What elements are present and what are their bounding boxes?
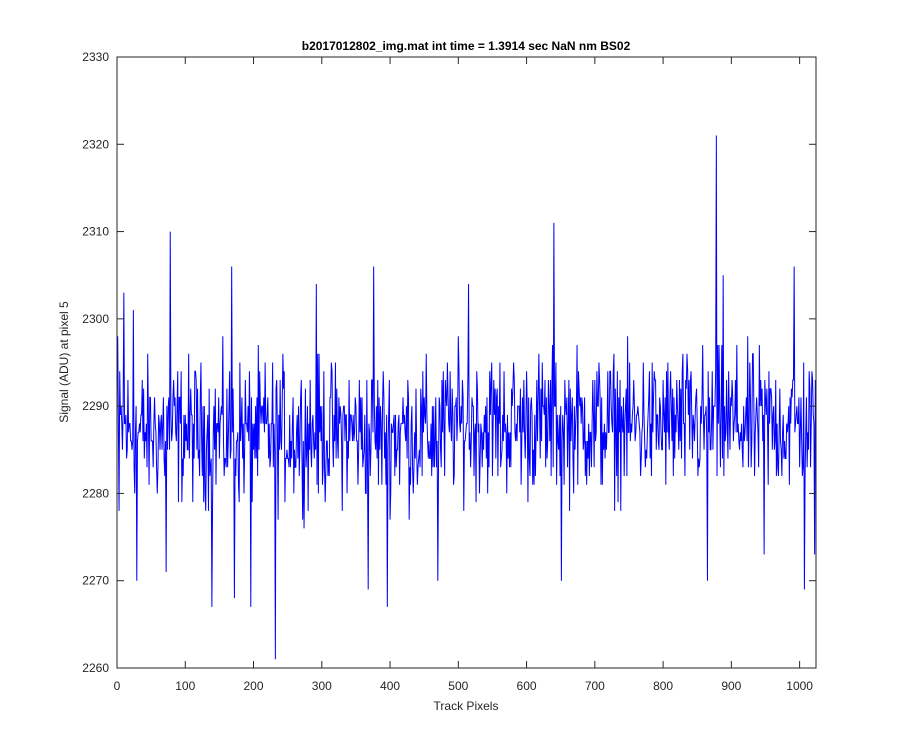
x-tick-label: 400 [380, 679, 400, 693]
y-tick-label: 2270 [82, 574, 109, 588]
x-tick-label: 900 [721, 679, 741, 693]
x-axis: 0 100 200 300 400 500 600 700 800 900 1000 [114, 57, 813, 693]
x-tick-label: 1000 [786, 679, 813, 693]
y-axis: 2260 2270 2280 2290 2300 2310 2320 2330 [82, 50, 816, 675]
x-tick-label: 100 [175, 679, 195, 693]
y-tick-label: 2320 [82, 137, 109, 151]
x-axis-label: Track Pixels [434, 699, 499, 713]
y-tick-label: 2280 [82, 486, 109, 500]
x-tick-label: 500 [448, 679, 468, 693]
series-line-signal [117, 135, 817, 660]
plot-area [116, 56, 817, 669]
x-tick-label: 0 [114, 679, 121, 693]
y-tick-label: 2260 [82, 661, 109, 675]
y-axis-label: Signal (ADU) at pixel 5 [57, 301, 71, 423]
y-tick-label: 2300 [82, 312, 109, 326]
x-tick-label: 700 [585, 679, 605, 693]
y-tick-label: 2310 [82, 225, 109, 239]
axes-box [116, 56, 817, 669]
y-tick-label: 2290 [82, 399, 109, 413]
x-tick-label: 200 [244, 679, 264, 693]
x-tick-label: 800 [653, 679, 673, 693]
chart-title: b2017012802_img.mat int time = 1.3914 se… [302, 39, 631, 53]
x-tick-label: 600 [517, 679, 537, 693]
x-tick-label: 300 [312, 679, 332, 693]
y-tick-label: 2330 [82, 50, 109, 64]
plot-background [117, 57, 816, 668]
